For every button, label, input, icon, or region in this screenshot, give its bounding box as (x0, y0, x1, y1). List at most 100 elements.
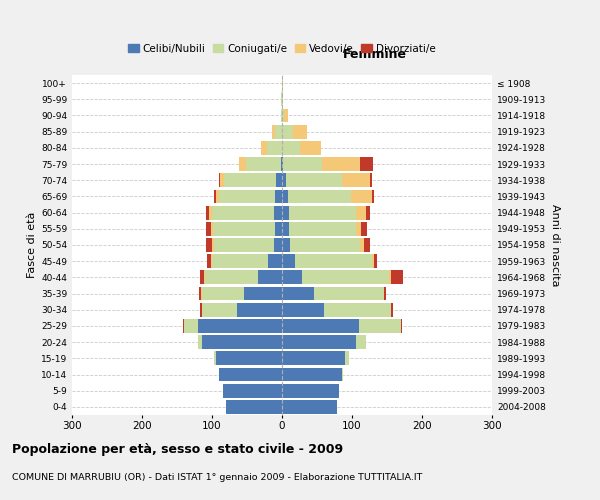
Y-axis label: Fasce di età: Fasce di età (27, 212, 37, 278)
Bar (282, 108, 284, 122)
Bar (224, 174, 277, 187)
Bar (214, 352, 215, 365)
Bar (282, 174, 286, 187)
Bar (200, 303, 202, 316)
Bar (206, 222, 211, 235)
Bar (277, 174, 282, 187)
Bar (202, 336, 282, 349)
Bar (282, 222, 289, 235)
Bar (257, 270, 282, 284)
Bar (184, 319, 198, 333)
Bar (245, 157, 281, 171)
Bar (219, 368, 282, 382)
Bar (212, 238, 214, 252)
Bar (268, 254, 282, 268)
Bar (286, 174, 341, 187)
Bar (282, 76, 283, 90)
Bar (206, 238, 212, 252)
Bar (214, 190, 215, 203)
Bar (261, 141, 266, 154)
Bar (236, 303, 282, 316)
Bar (282, 190, 287, 203)
Bar (290, 238, 361, 252)
Bar (370, 174, 371, 187)
Bar (361, 222, 367, 235)
Bar (244, 286, 282, 300)
Bar (275, 190, 282, 203)
Bar (361, 157, 373, 171)
Bar (212, 206, 274, 220)
Bar (205, 270, 257, 284)
Bar (391, 270, 403, 284)
Bar (299, 141, 320, 154)
Bar (282, 319, 359, 333)
Bar (226, 400, 282, 414)
Bar (361, 238, 364, 252)
Text: COMUNE DI MARRUBIU (OR) - Dati ISTAT 1° gennaio 2009 - Elaborazione TUTTITALIA.I: COMUNE DI MARRUBIU (OR) - Dati ISTAT 1° … (12, 472, 422, 482)
Bar (206, 206, 209, 220)
Bar (282, 352, 345, 365)
Bar (274, 238, 282, 252)
Bar (284, 108, 287, 122)
Bar (282, 157, 283, 171)
Bar (282, 400, 337, 414)
Bar (211, 254, 212, 268)
Bar (355, 206, 366, 220)
Text: Popolazione per età, sesso e stato civile - 2009: Popolazione per età, sesso e stato civil… (12, 442, 343, 456)
Bar (282, 238, 290, 252)
Bar (282, 125, 293, 138)
Bar (220, 174, 224, 187)
Bar (212, 254, 268, 268)
Bar (283, 157, 322, 171)
Bar (350, 190, 371, 203)
Bar (219, 174, 220, 187)
Bar (215, 190, 219, 203)
Bar (198, 319, 282, 333)
Bar (214, 222, 275, 235)
Bar (282, 141, 299, 154)
Y-axis label: Anni di nascita: Anni di nascita (550, 204, 560, 286)
Bar (371, 190, 374, 203)
Bar (355, 336, 366, 349)
Bar (201, 286, 202, 300)
Bar (198, 336, 202, 349)
Bar (391, 303, 394, 316)
Bar (295, 254, 371, 268)
Bar (401, 319, 402, 333)
Bar (203, 270, 205, 284)
Bar (202, 286, 244, 300)
Bar (219, 190, 275, 203)
Bar (200, 270, 203, 284)
Bar (389, 270, 391, 284)
Bar (364, 238, 370, 252)
Bar (282, 336, 355, 349)
Legend: Celibi/Nubili, Coniugati/e, Vedovi/e, Divorziati/e: Celibi/Nubili, Coniugati/e, Vedovi/e, Di… (124, 40, 440, 58)
Bar (215, 352, 282, 365)
Bar (345, 352, 349, 365)
Bar (239, 157, 245, 171)
Bar (282, 286, 314, 300)
Bar (359, 319, 401, 333)
Bar (302, 270, 389, 284)
Bar (282, 206, 289, 220)
Bar (374, 254, 377, 268)
Text: Femmine: Femmine (343, 48, 406, 62)
Bar (275, 222, 282, 235)
Bar (209, 206, 212, 220)
Bar (281, 157, 282, 171)
Bar (281, 92, 282, 106)
Bar (282, 303, 324, 316)
Bar (282, 384, 340, 398)
Bar (282, 368, 341, 382)
Bar (341, 368, 343, 382)
Bar (274, 206, 282, 220)
Bar (199, 286, 201, 300)
Bar (271, 125, 275, 138)
Bar (282, 270, 302, 284)
Bar (211, 222, 214, 235)
Bar (355, 222, 361, 235)
Bar (282, 254, 295, 268)
Bar (384, 286, 386, 300)
Bar (266, 141, 282, 154)
Bar (371, 254, 374, 268)
